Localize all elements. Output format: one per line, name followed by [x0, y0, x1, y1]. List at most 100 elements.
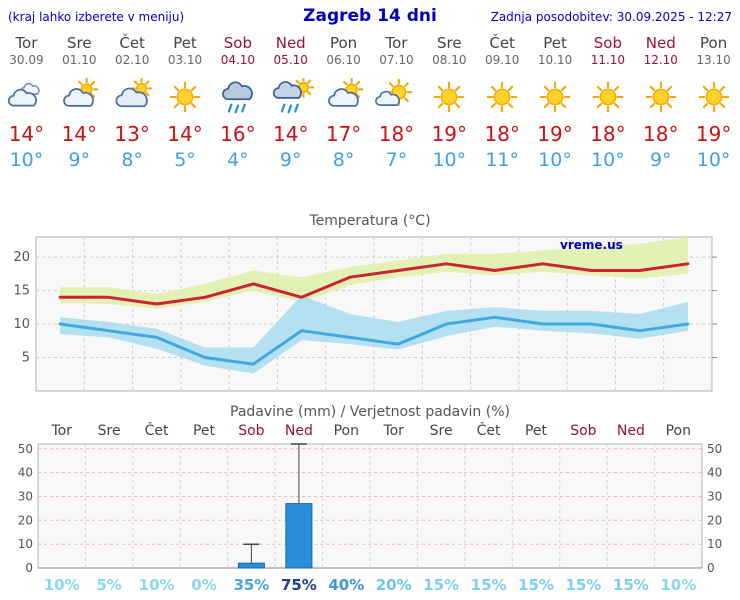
- weather-icon-cell: [634, 77, 687, 117]
- precip-day-label: Pon: [334, 423, 359, 439]
- forecast-day: Tor 30.09 14° 10°: [0, 32, 53, 171]
- y-tick-label: 40: [18, 466, 33, 480]
- precipitation-section: Padavine (mm) / Verjetnost padavin (%) 0…: [0, 404, 740, 600]
- high-temp: 17°: [325, 122, 362, 146]
- precip-probability: 15%: [423, 576, 459, 594]
- low-temp: 5°: [174, 149, 196, 171]
- day-date: 07.10: [379, 53, 414, 67]
- sunny-icon: [486, 81, 518, 113]
- forecast-day: Čet 02.10 13° 8°: [106, 32, 159, 171]
- day-name: Sob: [223, 34, 252, 52]
- temperature-chart: 5 10 15 20 vreme.us: [13, 236, 717, 392]
- day-date: 05.10: [273, 53, 308, 67]
- day-date: 10.10: [537, 53, 573, 67]
- forecast-day: Tor 07.10 18° 7°: [370, 32, 423, 171]
- weather-icon-cell: [687, 77, 740, 117]
- day-date: 08.10: [432, 53, 467, 67]
- weather-icon-cell: [423, 77, 476, 117]
- precip-day-label: Ned: [285, 423, 313, 439]
- forecast-day: Pet 10.10 19° 10°: [529, 32, 582, 171]
- forecast-day: Sob 04.10 16° 4°: [211, 32, 264, 171]
- high-temp: 16°: [220, 122, 256, 146]
- sunny-icon: [645, 81, 677, 113]
- menu-hint: (kraj lahko izberete v meniju): [8, 10, 185, 24]
- precip-probability: 10%: [44, 576, 80, 594]
- day-name: Sre: [437, 34, 462, 52]
- day-date: 11.10: [590, 53, 626, 67]
- high-temp: 18°: [590, 122, 626, 146]
- precip-probability: 15%: [613, 576, 649, 594]
- day-name: Pet: [543, 34, 567, 52]
- high-temp: 19°: [695, 122, 732, 146]
- sunny-icon: [169, 81, 201, 113]
- precip-probability: 15%: [471, 576, 507, 594]
- y-tick-label: 10: [18, 537, 33, 551]
- min-temp-line: [58, 315, 690, 366]
- rain-sun-icon: [272, 78, 314, 114]
- day-date: 04.10: [220, 53, 256, 67]
- day-name: Čet: [119, 34, 145, 52]
- cloudy-icon: [8, 82, 41, 107]
- weather-icon-cell: [581, 77, 634, 117]
- forecast-day: Sre 01.10 14° 9°: [53, 32, 106, 171]
- precip-day-label: Čet: [477, 422, 501, 439]
- y-tick-label: 5: [22, 351, 30, 366]
- day-name: Čet: [489, 34, 515, 52]
- low-temp: 10°: [591, 149, 625, 171]
- weather-icon-cell: [53, 77, 106, 117]
- y-tick-label: 40: [707, 466, 722, 480]
- weather-icon-cell: [106, 77, 159, 117]
- day-name: Pet: [173, 34, 197, 52]
- weather-icon-cell: [476, 77, 529, 117]
- low-temp: 10°: [432, 149, 467, 171]
- y-tick-label: 20: [13, 250, 30, 265]
- precip-day-label: Pet: [525, 423, 548, 439]
- precip-probability: 15%: [565, 576, 601, 594]
- day-name: Tor: [385, 34, 408, 52]
- weather-icon-cell: [159, 77, 212, 117]
- precip-probability: 40%: [328, 576, 364, 594]
- precip-day-label: Tor: [382, 423, 404, 439]
- precipitation-chart-title: Padavine (mm) / Verjetnost padavin (%): [230, 404, 510, 420]
- precip-probability: 10%: [660, 576, 696, 594]
- precip-day-label: Tor: [50, 423, 72, 439]
- high-temp: 19°: [537, 122, 573, 146]
- forecast-day: Sob 11.10 18° 10°: [581, 32, 634, 171]
- max-temp-line: [58, 262, 690, 306]
- low-temp: 11°: [485, 149, 519, 171]
- low-temp: 8°: [121, 149, 143, 171]
- precip-probability: 10%: [139, 576, 175, 594]
- day-name: Pon: [700, 34, 728, 52]
- page-title: Zagreb 14 dni: [303, 6, 437, 26]
- day-name: Sre: [66, 34, 92, 52]
- partly-cloudy-icon: [63, 78, 99, 107]
- precip-day-label: Pon: [666, 423, 691, 439]
- y-tick-label: 10: [707, 537, 722, 551]
- y-tick-label: 30: [18, 490, 33, 504]
- precip-probability: 20%: [376, 576, 412, 594]
- low-temp: 7°: [385, 149, 408, 171]
- day-date: 13.10: [696, 53, 731, 67]
- day-date: 30.09: [9, 53, 44, 67]
- precip-day-label: Sre: [98, 423, 121, 439]
- forecast-day: Čet 09.10 18° 11°: [476, 32, 529, 171]
- y-tick-label: 20: [707, 513, 722, 527]
- precip-day-label: Čet: [145, 422, 169, 439]
- precip-day-label: Sob: [238, 423, 264, 439]
- high-temp: 19°: [431, 122, 468, 146]
- mostly-sunny-icon: [375, 78, 413, 106]
- forecast-strip: Tor 30.09 14° 10° Sre 01.10 14° 9° Čet 0…: [0, 32, 740, 171]
- precip-probability: 0%: [191, 576, 216, 594]
- page-header: (kraj lahko izberete v meniju) Zagreb 14…: [0, 0, 740, 26]
- y-tick-label: 20: [18, 513, 33, 527]
- day-name: Pon: [329, 34, 358, 52]
- rain-icon: [222, 81, 253, 114]
- day-name: Sob: [593, 34, 622, 52]
- sunny-icon: [433, 81, 465, 113]
- forecast-day: Pon 13.10 19° 10°: [687, 32, 740, 171]
- weather-icon-cell: [529, 77, 582, 117]
- high-temp: 14°: [61, 122, 98, 146]
- high-temp: 18°: [378, 122, 415, 146]
- y-tick-label: 15: [13, 284, 30, 299]
- precip-day-label: Sre: [430, 423, 453, 439]
